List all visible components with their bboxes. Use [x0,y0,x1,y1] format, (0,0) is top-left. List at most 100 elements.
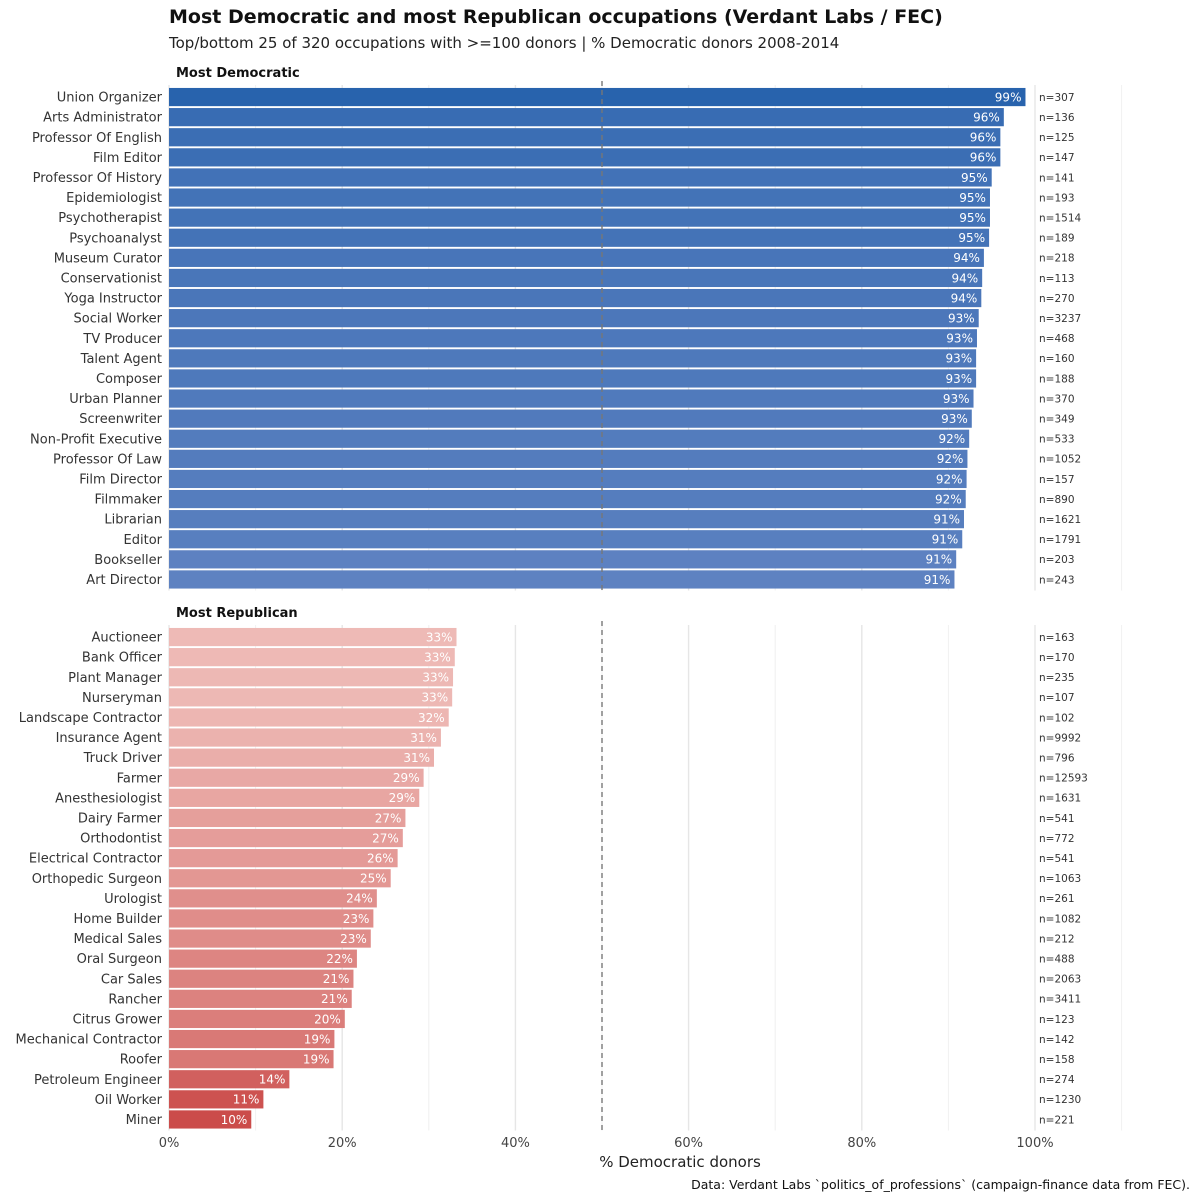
bar [169,188,990,207]
category-label: Oral Surgeon [77,952,162,967]
category-label: Orthodontist [80,832,162,847]
bar [169,648,455,667]
bar [169,329,977,348]
bar [169,668,454,687]
bar [169,849,398,868]
n-label: n=772 [1039,833,1075,845]
chart-caption: Data: Verdant Labs `politics_of_professi… [691,1177,1190,1192]
category-label: Museum Curator [54,251,163,266]
data-label: 92% [936,472,963,486]
data-label: 14% [259,1073,286,1087]
data-label: 32% [418,711,445,725]
data-label: 92% [937,452,964,466]
n-label: n=193 [1039,192,1075,204]
n-label: n=113 [1039,273,1075,285]
bar [169,1029,335,1049]
data-label: 95% [959,191,986,205]
x-axis-label: % Democratic donors [599,1153,761,1171]
data-label: 31% [403,751,430,765]
n-label: n=147 [1039,152,1075,164]
x-axis: 0% 20% 40% 60% 80% 100% [159,1136,1054,1151]
category-label: Epidemiologist [66,191,162,206]
n-label: n=188 [1039,373,1075,385]
x-tick-label: 80% [847,1136,876,1151]
n-label: n=1082 [1039,913,1081,925]
n-label: n=796 [1039,752,1075,764]
n-label: n=9992 [1039,732,1081,744]
n-label: n=541 [1039,813,1075,825]
data-label: 33% [426,630,453,644]
data-label: 27% [375,811,402,825]
bar [169,808,406,828]
n-label: n=890 [1039,494,1075,506]
n-label: n=218 [1039,253,1075,265]
bar [169,128,1001,147]
bar [169,550,957,569]
n-label: n=488 [1039,953,1075,965]
bar [169,909,374,928]
n-label: n=261 [1039,893,1075,905]
data-label: 23% [340,932,367,946]
n-label: n=370 [1039,393,1075,405]
bar [169,168,992,187]
category-label: Mechanical Contractor [16,1033,163,1048]
data-label: 21% [321,992,348,1006]
n-label: n=158 [1039,1054,1075,1066]
category-label: Psychoanalyst [69,231,162,246]
data-label: 96% [970,151,997,165]
bar [169,248,984,267]
category-label: Oil Worker [95,1093,163,1108]
bar [169,889,377,908]
chart-title: Most Democratic and most Republican occu… [169,6,943,28]
data-label: 92% [935,492,962,506]
n-label: n=541 [1039,853,1075,865]
category-label: Farmer [117,771,163,786]
bar [169,349,977,368]
n-label: n=189 [1039,233,1075,245]
data-label: 20% [314,1012,341,1026]
data-label: 91% [926,553,953,567]
category-label: Electrical Contractor [29,852,163,867]
category-label: Professor Of English [32,131,162,146]
x-tick-label: 20% [328,1136,357,1151]
bar [169,788,420,807]
bar [169,949,357,968]
data-label: 96% [973,110,1000,124]
data-label: 93% [948,311,975,325]
x-tick-label: 100% [1016,1136,1053,1151]
bar [169,148,1001,167]
n-label: n=243 [1039,574,1075,586]
data-label: 23% [343,912,370,926]
bar [169,768,424,787]
n-label: n=3237 [1039,313,1081,325]
n-label: n=1052 [1039,454,1081,466]
n-label: n=102 [1039,712,1075,724]
category-label: Talent Agent [80,352,162,367]
bar [169,1050,334,1069]
bar [169,828,403,848]
data-label: 92% [939,432,966,446]
n-label: n=2063 [1039,974,1081,986]
category-label: Filmmaker [95,493,163,508]
n-label: n=349 [1039,413,1075,425]
data-label: 91% [933,512,960,526]
data-label: 26% [367,851,394,865]
data-label: 19% [304,1032,331,1046]
n-label: n=1631 [1039,793,1081,805]
data-label: 25% [360,872,387,886]
data-label: 24% [346,892,373,906]
n-label: n=157 [1039,474,1075,486]
bar [169,288,982,308]
data-label: 91% [924,573,951,587]
bar [169,369,977,388]
category-label: Conservationist [61,271,162,286]
n-label: n=1621 [1039,514,1081,526]
data-label: 31% [410,731,437,745]
category-label: Librarian [104,513,162,528]
data-label: 93% [945,372,972,386]
bar [169,530,963,549]
n-label: n=235 [1039,672,1075,684]
bar [169,748,434,767]
chart-subtitle: Top/bottom 25 of 320 occupations with >=… [168,34,839,52]
